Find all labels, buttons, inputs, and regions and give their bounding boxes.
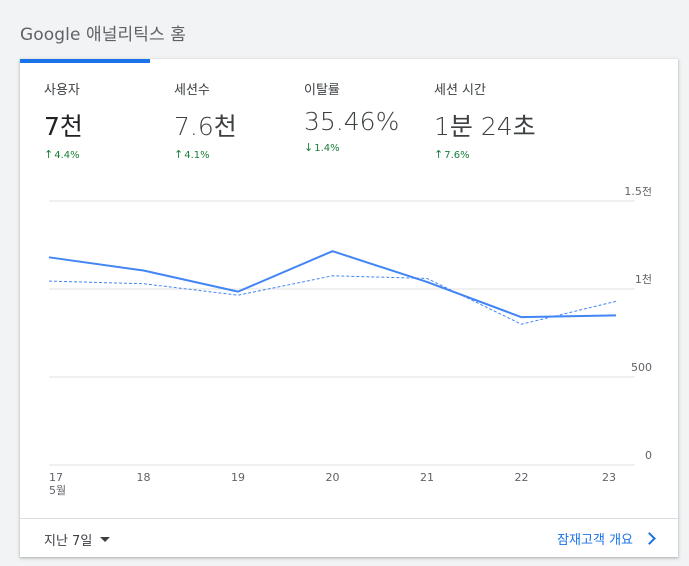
comparison-series-line xyxy=(48,275,617,325)
metric-value: 1분 24초 xyxy=(434,112,536,141)
y-tick-label: 1.5천 xyxy=(624,187,652,198)
primary-series-line xyxy=(48,250,617,319)
caret-down-icon xyxy=(100,537,111,542)
page-title: Google 애널리틱스 홈 xyxy=(20,25,186,45)
x-tick-label: 23 xyxy=(602,471,616,484)
metric-value: 35.46% xyxy=(304,107,400,136)
x-tick-label: 18 xyxy=(137,471,151,484)
chevron-right-icon xyxy=(643,532,656,545)
x-tick-label: 17 xyxy=(49,471,63,484)
line-chart: 0 500 1천 1.5천 17 18 19 20 21 22 23 5월 xyxy=(20,187,678,502)
metric-label: 사용자 xyxy=(44,83,80,98)
metric-bounce-rate[interactable]: 이탈률 35.46% ↓1.4% xyxy=(304,79,399,154)
metric-label: 세션 시간 xyxy=(434,83,486,98)
metric-value: 7천 xyxy=(44,112,83,141)
y-tick-label: 0 xyxy=(645,449,652,462)
x-tick-label: 22 xyxy=(515,471,529,484)
x-tick-label: 20 xyxy=(326,471,340,484)
footer-divider xyxy=(20,518,678,519)
x-tick-label: 21 xyxy=(420,471,434,484)
metric-label: 이탈률 xyxy=(304,83,340,98)
metric-label: 세션수 xyxy=(174,83,210,98)
metric-change: ↑4.1% xyxy=(174,148,210,161)
metric-sessions[interactable]: 세션수 7.6천 ↑4.1% xyxy=(174,79,237,161)
arrow-up-icon: ↑ xyxy=(44,148,54,161)
x-tick-sublabel: 5월 xyxy=(49,484,66,497)
metric-change: ↓1.4% xyxy=(304,141,340,154)
metric-session-duration[interactable]: 세션 시간 1분 24초 ↑7.6% xyxy=(434,79,536,161)
y-tick-label: 1천 xyxy=(635,272,652,286)
active-metric-indicator xyxy=(20,59,150,63)
y-tick-label: 500 xyxy=(631,361,652,374)
date-range-dropdown[interactable]: 지난 7일 xyxy=(44,530,111,549)
arrow-down-icon: ↓ xyxy=(304,141,314,154)
metric-users[interactable]: 사용자 7천 ↑4.4% xyxy=(44,79,83,161)
audience-overview-label: 잠재고객 개요 xyxy=(557,533,633,548)
x-tick-label: 19 xyxy=(231,471,245,484)
analytics-card: 사용자 7천 ↑4.4% 세션수 7.6천 ↑4.1% 이탈률 35.46% ↓… xyxy=(20,59,678,557)
audience-overview-link[interactable]: 잠재고객 개요 xyxy=(557,529,656,548)
metric-value: 7.6천 xyxy=(174,112,237,141)
arrow-up-icon: ↑ xyxy=(174,148,184,161)
metric-change: ↑4.4% xyxy=(44,148,80,161)
metric-change: ↑7.6% xyxy=(434,148,470,161)
date-range-label: 지난 7일 xyxy=(44,534,93,549)
arrow-up-icon: ↑ xyxy=(434,148,444,161)
